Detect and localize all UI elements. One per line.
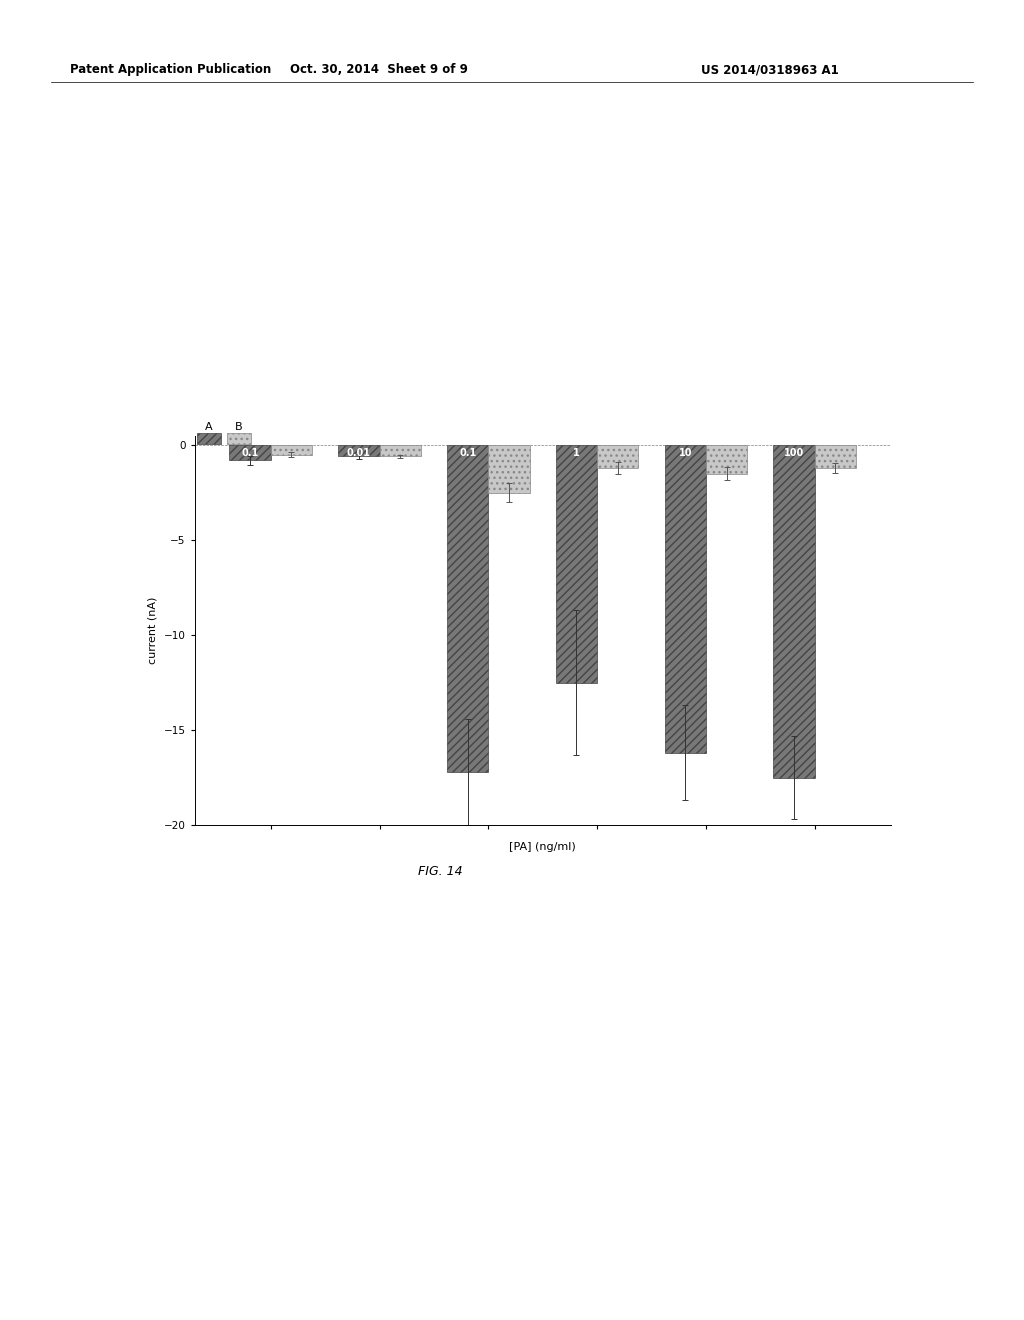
Bar (197, 433, 221, 444)
Text: 0.01: 0.01 (347, 447, 371, 458)
Bar (338, 445, 380, 457)
Y-axis label: current (nA): current (nA) (148, 597, 158, 664)
Text: FIG. 14: FIG. 14 (418, 865, 463, 878)
Bar (597, 445, 639, 467)
Text: Oct. 30, 2014  Sheet 9 of 9: Oct. 30, 2014 Sheet 9 of 9 (290, 63, 468, 77)
X-axis label: [PA] (ng/ml): [PA] (ng/ml) (509, 842, 577, 853)
Text: 100: 100 (784, 447, 804, 458)
Text: 10: 10 (679, 447, 692, 458)
Bar (227, 433, 251, 444)
Text: 1: 1 (573, 447, 580, 458)
Bar (488, 445, 529, 492)
Text: A: A (205, 422, 213, 432)
Bar (229, 445, 270, 461)
Text: US 2014/0318963 A1: US 2014/0318963 A1 (701, 63, 840, 77)
Bar (665, 445, 706, 752)
Bar (447, 445, 488, 772)
Bar (556, 445, 597, 682)
Text: 0.1: 0.1 (459, 447, 476, 458)
Bar (380, 445, 421, 457)
Text: 0.1: 0.1 (242, 447, 259, 458)
Bar (270, 445, 312, 454)
Text: Patent Application Publication: Patent Application Publication (70, 63, 271, 77)
Text: B: B (236, 422, 243, 432)
Bar (706, 445, 748, 474)
Bar (815, 445, 856, 467)
Bar (773, 445, 815, 777)
